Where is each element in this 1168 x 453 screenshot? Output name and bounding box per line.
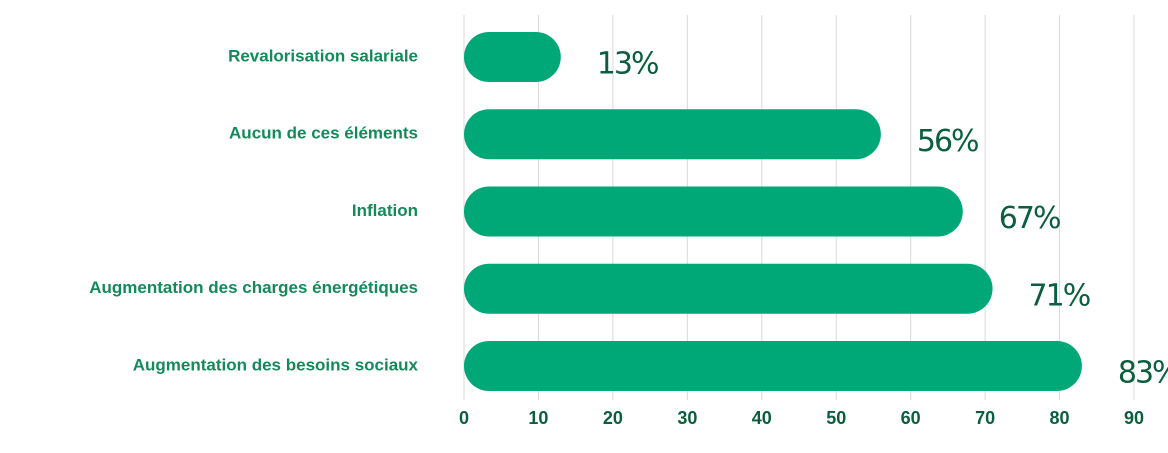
x-tick-label: 60 [901, 408, 921, 428]
value-label: 67% [999, 201, 1060, 236]
value-label: 13% [597, 47, 658, 82]
category-label: Augmentation des charges énergétiques [89, 278, 418, 297]
x-tick-label: 40 [752, 408, 772, 428]
value-label: 71% [1029, 278, 1090, 313]
bar [464, 32, 561, 82]
x-tick-label: 0 [459, 408, 469, 428]
x-tick-label: 30 [677, 408, 697, 428]
bar [464, 186, 963, 237]
x-tick-label: 70 [975, 408, 995, 428]
value-label: 83% [1118, 356, 1168, 391]
bar [464, 263, 993, 314]
bar [464, 341, 1082, 391]
category-label: Augmentation des besoins sociaux [133, 355, 419, 374]
value-label: 56% [917, 124, 978, 159]
x-tick-label: 50 [826, 408, 846, 428]
x-tick-label: 10 [528, 408, 548, 428]
x-tick-label: 80 [1050, 408, 1070, 428]
category-label: Revalorisation salariale [228, 46, 418, 65]
category-label: Inflation [352, 201, 418, 220]
x-tick-label: 90 [1124, 408, 1144, 428]
category-label: Aucun de ces éléments [229, 124, 418, 143]
x-tick-label: 20 [603, 408, 623, 428]
bar [464, 109, 881, 160]
